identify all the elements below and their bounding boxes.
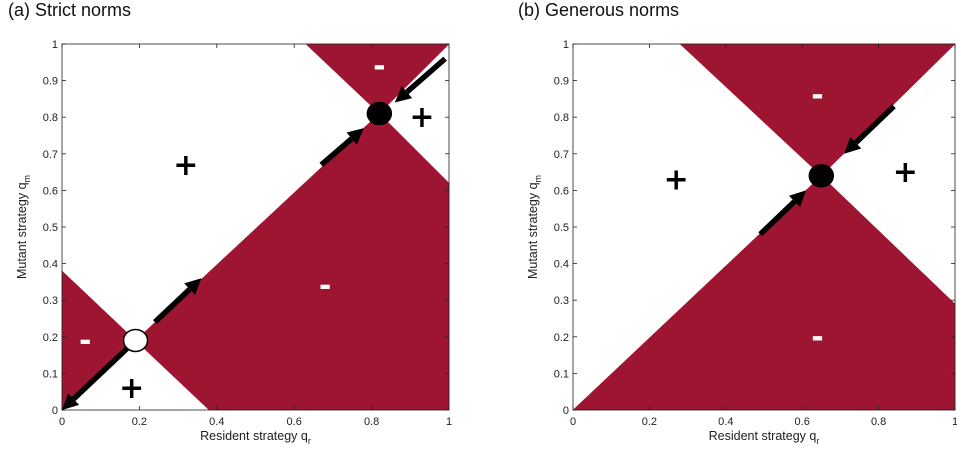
x-axis-label: Resident strategy qr	[200, 429, 311, 446]
y-tick-label: 0	[52, 405, 58, 417]
panel-b-generous-norms: 0 0.2 0.4 0.6 0.8 1 0 0.1 0.2 0.3 0.4 0.5 0.6 0.7 0.8 0…	[526, 39, 957, 446]
y-tick-label: 0.3	[43, 295, 58, 307]
y-tick-label: 0.2	[43, 332, 58, 344]
y-tick-label: 0	[563, 405, 569, 417]
y-axis-label: Mutant strategy qm	[15, 175, 32, 279]
y-tick-label: 0.2	[554, 332, 569, 344]
minus-sign-label: -	[319, 269, 331, 304]
y-tick-label: 0.6	[554, 185, 569, 197]
y-tick-label: 1	[52, 39, 58, 51]
y-axis-label-subscript: m	[22, 175, 32, 183]
x-tick-label: 0.6	[287, 416, 302, 428]
y-tick-label: 1	[563, 39, 569, 51]
x-tick-label: 1	[446, 416, 452, 428]
y-tick-label: 0.5	[43, 222, 58, 234]
y-axis-label-subscript: m	[533, 175, 543, 183]
x-tick-label: 0.6	[795, 416, 810, 428]
x-tick-label: 0.4	[209, 416, 224, 428]
panel-b-title: (b) Generous norms	[518, 0, 680, 20]
x-tick-label: 0.2	[132, 416, 147, 428]
plus-sign-label: +	[119, 371, 144, 406]
x-tick-label: 0	[570, 416, 576, 428]
trajectory-arrow-head	[184, 278, 202, 296]
trajectory-arrow-shaft	[71, 345, 130, 402]
panel-a-strict-norms: 0 0.2 0.4 0.6 0.8 1 0 0.1 0.2 0.3 0.4 0.5 0.6 0.7 0.8 0…	[15, 39, 452, 446]
minus-sign-label: -	[79, 323, 91, 358]
trajectory-arrow-shaft	[405, 56, 447, 95]
x-tick-label: 0	[59, 416, 65, 428]
y-tick-label: 0.1	[554, 368, 569, 380]
y-tick-label: 0.7	[43, 149, 58, 161]
trajectory-arrow-head	[394, 86, 413, 103]
y-tick-label: 0.4	[43, 259, 58, 271]
minus-sign-label: -	[811, 320, 823, 355]
y-tick-label: 0.8	[43, 112, 58, 124]
trajectory-arrow-shaft	[853, 104, 896, 145]
y-tick-label: 0.3	[554, 295, 569, 307]
y-tick-label: 0.4	[554, 259, 569, 271]
plus-sign-label: +	[173, 148, 198, 183]
x-tick-label: 0.8	[871, 416, 886, 428]
y-tick-label: 0.9	[43, 76, 58, 88]
trajectory-arrow-shaft	[319, 136, 354, 167]
y-tick-label: 0.9	[554, 76, 569, 88]
trajectory-arrow-shaft	[152, 287, 192, 325]
x-axis-label-subscript: r	[816, 436, 819, 446]
trajectory-arrow-head	[788, 190, 807, 208]
y-tick-label: 0.5	[554, 222, 569, 234]
y-tick-label: 0.6	[43, 185, 58, 197]
plus-sign-label: +	[409, 100, 434, 135]
trajectory-arrow-head	[844, 136, 862, 154]
x-tick-label: 0.4	[718, 416, 733, 428]
panel-a-title: (a) Strict norms	[8, 0, 132, 20]
unstable-equilibrium-point	[122, 328, 149, 353]
stable-equilibrium-point	[808, 164, 835, 188]
x-tick-label: 1	[952, 416, 957, 428]
trajectory-arrow-head	[346, 128, 364, 145]
y-tick-label: 0.7	[554, 149, 569, 161]
trajectory-arrow-shaft	[758, 199, 797, 237]
minus-sign-label: -	[811, 78, 823, 113]
x-axis-label-subscript: r	[308, 436, 311, 446]
stable-equilibrium-point	[366, 101, 393, 126]
plus-sign-label: +	[893, 155, 918, 190]
plus-sign-label: +	[664, 162, 689, 197]
y-axis-label: Mutant strategy qm	[526, 175, 543, 279]
y-tick-label: 0.8	[554, 112, 569, 124]
x-tick-label: 0.2	[642, 416, 657, 428]
y-tick-label: 0.1	[43, 368, 58, 380]
x-tick-label: 0.8	[364, 416, 379, 428]
minus-sign-label: -	[373, 49, 385, 84]
trajectory-arrow-head	[62, 393, 80, 410]
x-axis-label: Resident strategy qr	[709, 429, 820, 446]
